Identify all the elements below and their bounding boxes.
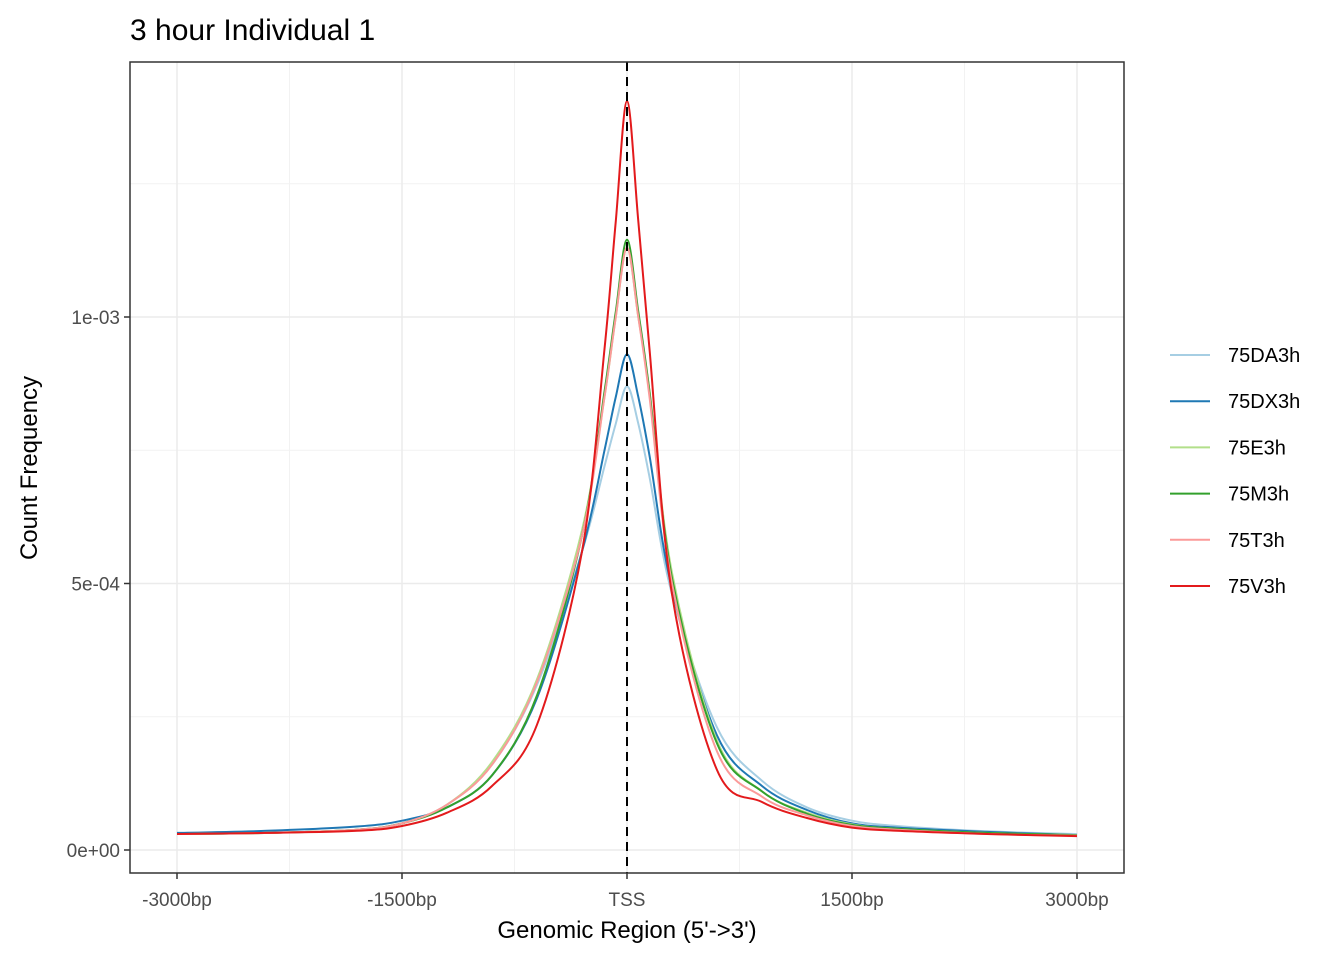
series-line-75m3h xyxy=(176,238,1078,837)
x-tick-label: TSS xyxy=(609,890,646,911)
x-tick-label: 3000bp xyxy=(1045,890,1108,911)
y-tick-label: 1e-03 xyxy=(71,308,120,329)
legend-label: 75M3h xyxy=(1228,484,1289,506)
x-tick-label: -3000bp xyxy=(142,890,212,911)
series-line-75v3h xyxy=(176,100,1078,838)
y-tick-label: 0e+00 xyxy=(67,841,120,862)
legend-label: 75T3h xyxy=(1228,530,1285,552)
legend-label: 75E3h xyxy=(1228,437,1286,459)
legend-label: 75DA3h xyxy=(1228,345,1300,367)
x-tick-label: -1500bp xyxy=(367,890,437,911)
y-axis-ticks: 0e+00 5e-04 1e-03 xyxy=(67,308,130,862)
x-axis-title: Genomic Region (5'->3') xyxy=(497,917,756,944)
x-tick-label: 1500bp xyxy=(820,890,883,911)
x-axis-ticks: -3000bp -1500bp TSS 1500bp 3000bp xyxy=(142,873,1109,911)
y-axis-title: Count Frequency xyxy=(16,376,43,560)
legend: 75DA3h 75DX3h 75E3h 75M3h 75T3h 75V3h xyxy=(1170,345,1300,598)
legend-label: 75V3h xyxy=(1228,576,1286,598)
chart-title: 3 hour Individual 1 xyxy=(130,14,375,47)
legend-label: 75DX3h xyxy=(1228,391,1300,413)
y-tick-label: 5e-04 xyxy=(71,575,120,596)
